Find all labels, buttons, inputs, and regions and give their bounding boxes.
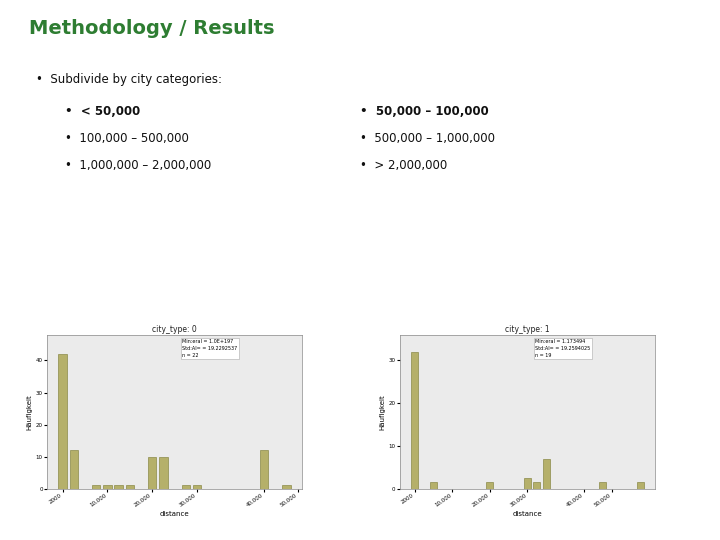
Text: •  Subdivide by city categories:: • Subdivide by city categories:	[36, 73, 222, 86]
Text: •  100,000 – 500,000: • 100,000 – 500,000	[65, 132, 189, 145]
Bar	[260, 450, 269, 489]
Bar	[524, 478, 531, 489]
Bar	[92, 485, 100, 489]
Bar	[103, 485, 112, 489]
X-axis label: distance: distance	[513, 511, 542, 517]
Bar	[181, 485, 190, 489]
Bar	[534, 482, 540, 489]
Bar	[486, 482, 493, 489]
Bar	[114, 485, 123, 489]
X-axis label: distance: distance	[160, 511, 189, 517]
Text: Min:eral = 1.0E+197
Std:Al= = 19.2292537
n = 22: Min:eral = 1.0E+197 Std:Al= = 19.2292537…	[182, 340, 238, 357]
Text: •  50,000 – 100,000: • 50,000 – 100,000	[360, 105, 489, 118]
Bar	[125, 485, 134, 489]
Text: Min:eral = 1.173494
Std:Al= = 19.2594025
n = 19: Min:eral = 1.173494 Std:Al= = 19.2594025…	[535, 340, 590, 357]
Text: •  > 2,000,000: • > 2,000,000	[360, 159, 447, 172]
Y-axis label: Häufigkeit: Häufigkeit	[27, 394, 33, 430]
Title: city_type: 0: city_type: 0	[152, 325, 197, 334]
Text: •  500,000 – 1,000,000: • 500,000 – 1,000,000	[360, 132, 495, 145]
Text: •  < 50,000: • < 50,000	[65, 105, 140, 118]
Bar	[193, 485, 201, 489]
Bar	[282, 485, 291, 489]
Bar	[148, 457, 156, 489]
Bar	[159, 457, 168, 489]
Text: 16: 16	[678, 520, 695, 533]
Text: •  1,000,000 – 2,000,000: • 1,000,000 – 2,000,000	[65, 159, 211, 172]
Bar	[411, 352, 418, 489]
Bar	[543, 459, 549, 489]
Bar	[58, 354, 67, 489]
Bar	[599, 482, 606, 489]
Y-axis label: Häufigkeit: Häufigkeit	[379, 394, 386, 430]
Text: Methodology / Results: Methodology / Results	[29, 19, 274, 38]
Bar	[636, 482, 644, 489]
Title: city_type: 1: city_type: 1	[505, 325, 549, 334]
Bar	[70, 450, 78, 489]
Bar	[430, 482, 437, 489]
